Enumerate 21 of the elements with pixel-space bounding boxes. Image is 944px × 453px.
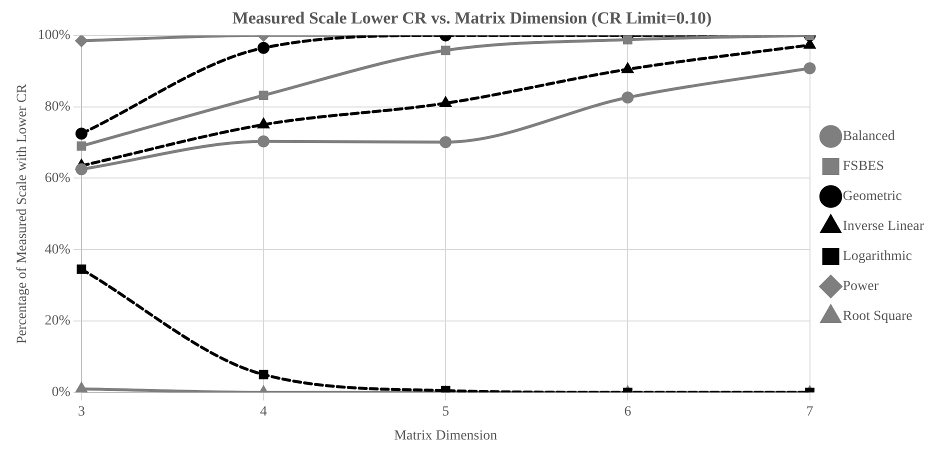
x-tick-label: 7 [806, 404, 814, 420]
x-tick-label: 5 [442, 404, 450, 420]
legend-label: FSBES [842, 159, 884, 174]
y-tick-label: 60% [44, 170, 71, 186]
legend-label: Power [842, 279, 879, 294]
x-axis-title: Matrix Dimension [394, 428, 498, 444]
y-tick-label: 0% [52, 385, 71, 400]
y-tick-label: 20% [44, 314, 71, 329]
legend-label: Geometric [842, 189, 902, 204]
y-tick-label: 80% [44, 99, 71, 114]
legend-label: Inverse Linear [842, 219, 924, 234]
legend-label: Logarithmic [842, 249, 912, 264]
x-tick-label: 6 [624, 404, 632, 420]
y-tick-label: 100% [38, 28, 71, 44]
x-tick-label: 3 [78, 404, 85, 420]
y-axis-title: Percentage of Measured Scale with Lower CR [15, 83, 30, 344]
legend-label: Root Square [842, 309, 912, 324]
legend-label: Balanced [842, 129, 895, 144]
y-tick-label: 40% [44, 242, 71, 258]
chart-title: Measured Scale Lower CR vs. Matrix Dimension (CR Limit=0.10) [232, 8, 712, 28]
x-tick-label: 4 [260, 404, 268, 420]
